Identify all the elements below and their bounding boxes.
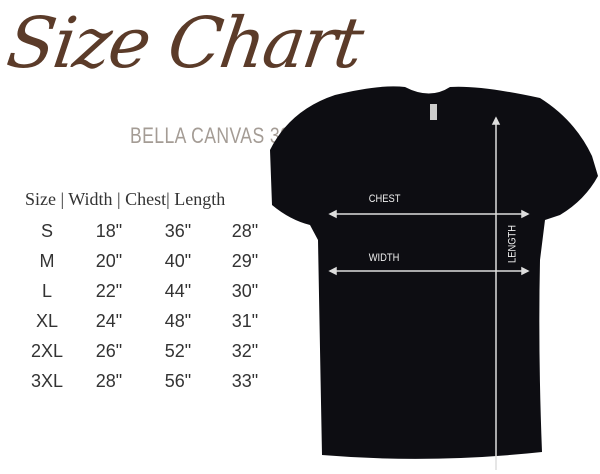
table-header: Size | Width | Chest| Length (25, 189, 226, 209)
table-row: S 18" 36" 28" (0, 221, 280, 251)
table-cell: S (40, 221, 53, 241)
table-row: 2XL 26" 52" 32" (0, 341, 280, 371)
table-cell: 24" (95, 311, 123, 331)
table-cell: 52" (164, 341, 192, 361)
table-cell: 31" (231, 311, 259, 331)
table-cell: 33" (231, 371, 259, 391)
table-cell: 32" (231, 341, 259, 361)
table-cell: 36" (164, 221, 192, 241)
table-cell: 18" (95, 221, 123, 241)
table-cell: XL (35, 311, 59, 331)
table-cell: 48" (164, 311, 192, 331)
table-row: 3XL 28" 56" 33" (0, 371, 280, 401)
width-label: WIDTH (368, 252, 400, 264)
table-row: XL 24" 48" 31" (0, 311, 280, 341)
table-cell: 28" (231, 221, 259, 241)
length-label: LENGTH (506, 225, 519, 263)
table-cell: 3XL (30, 371, 64, 391)
tag (430, 104, 437, 120)
table-cell: 20" (95, 251, 123, 271)
table-row: L 22" 44" 30" (0, 281, 280, 311)
table-cell: 26" (95, 341, 123, 361)
chest-label: CHEST (368, 193, 401, 205)
table-row: M 20" 40" 29" (0, 251, 280, 281)
table-cell: L (41, 281, 52, 301)
tshirt-shape (270, 86, 598, 459)
table-cell: 40" (164, 251, 192, 271)
table-cell: 29" (231, 251, 259, 271)
table-cell: M (39, 251, 55, 271)
table-cell: 30" (231, 281, 259, 301)
table-cell: 44" (164, 281, 192, 301)
table-cell: 28" (95, 371, 123, 391)
table-cell: 22" (95, 281, 123, 301)
table-cell: 2XL (30, 341, 64, 361)
table-cell: 56" (164, 371, 192, 391)
